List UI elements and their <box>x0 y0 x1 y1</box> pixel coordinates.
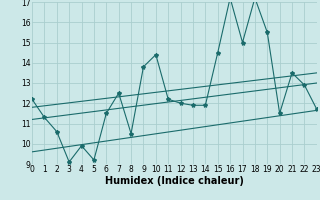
X-axis label: Humidex (Indice chaleur): Humidex (Indice chaleur) <box>105 176 244 186</box>
